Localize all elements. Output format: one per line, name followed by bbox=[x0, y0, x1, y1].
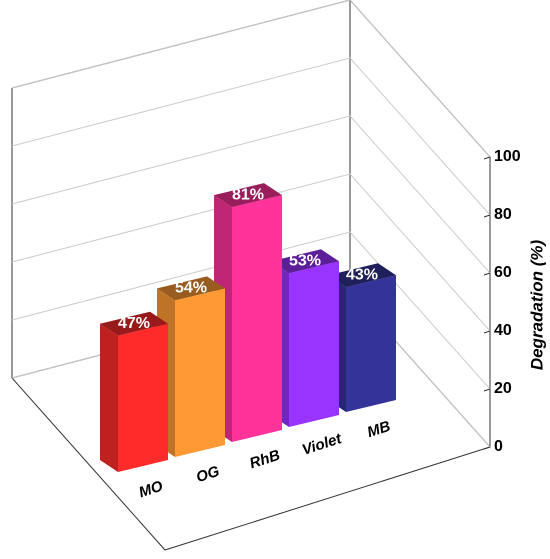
y-tick bbox=[483, 388, 491, 392]
y-tick bbox=[483, 446, 491, 450]
value-label: 43% bbox=[346, 267, 378, 284]
grid-line bbox=[11, 0, 491, 158]
grid-line bbox=[11, 231, 491, 390]
y-tick-label: 80 bbox=[494, 206, 512, 223]
bar bbox=[289, 261, 339, 427]
wall-top bbox=[11, 0, 491, 158]
y-tick bbox=[483, 272, 491, 276]
back-wall-edge bbox=[11, 88, 491, 551]
y-tick bbox=[483, 214, 491, 218]
y-tick-label: 60 bbox=[494, 264, 512, 281]
y-tick bbox=[483, 330, 491, 334]
bar bbox=[232, 195, 282, 442]
bar bbox=[118, 323, 168, 472]
grid-line bbox=[11, 57, 491, 216]
value-label: 81% bbox=[232, 186, 264, 203]
x-tick-label: MO bbox=[137, 478, 166, 502]
bar-top bbox=[214, 183, 282, 208]
bar-side bbox=[100, 323, 118, 472]
y-tick-label: 0 bbox=[494, 438, 503, 455]
value-label: 54% bbox=[175, 280, 207, 297]
grid-line bbox=[11, 115, 491, 274]
x-tick-label: OG bbox=[194, 463, 222, 486]
grid-line bbox=[11, 173, 491, 332]
y-axis-label: Degradation (%) bbox=[527, 239, 546, 370]
bar-top bbox=[157, 276, 225, 301]
value-label: 53% bbox=[289, 253, 321, 270]
x-tick-label: Violet bbox=[300, 430, 345, 459]
bar-top bbox=[100, 311, 168, 336]
value-label: 47% bbox=[118, 315, 150, 332]
y-tick-label: 40 bbox=[494, 322, 512, 339]
x-tick-label: MB bbox=[365, 418, 393, 441]
y-tick-label: 100 bbox=[494, 148, 521, 165]
y-tick-label: 20 bbox=[494, 380, 512, 397]
bar bbox=[175, 288, 225, 457]
bar-top bbox=[328, 263, 396, 288]
bar-top bbox=[271, 249, 339, 274]
bar bbox=[346, 275, 396, 412]
y-tick bbox=[483, 156, 491, 160]
x-tick-label: RhB bbox=[248, 447, 283, 473]
